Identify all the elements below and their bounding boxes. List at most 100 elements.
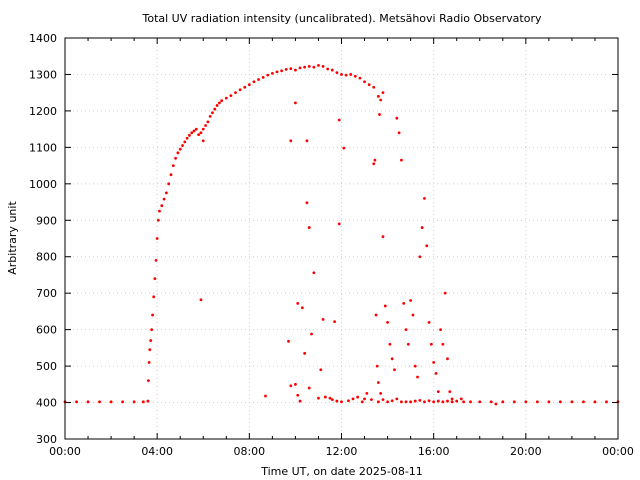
data-point (344, 73, 348, 77)
y-tick-label: 300 (36, 433, 57, 446)
x-tick-label: 08:00 (233, 445, 265, 458)
data-point (356, 395, 360, 399)
data-point (367, 83, 371, 87)
y-tick-label: 900 (36, 214, 57, 227)
data-point (270, 71, 274, 75)
chart-title: Total UV radiation intensity (uncalibrat… (142, 12, 542, 25)
data-point (448, 390, 452, 394)
y-tick-label: 1200 (29, 105, 57, 118)
data-point (450, 400, 454, 404)
data-point (296, 393, 300, 397)
data-point (151, 313, 154, 317)
data-point (386, 320, 389, 324)
data-point (413, 399, 417, 403)
data-point (305, 139, 309, 143)
data-point (347, 399, 350, 403)
data-point (379, 392, 383, 395)
data-point (443, 291, 447, 295)
data-point (381, 398, 385, 402)
data-point (298, 399, 302, 403)
data-point (266, 73, 270, 77)
data-point (427, 399, 431, 403)
data-point (305, 201, 309, 205)
data-point (335, 399, 339, 403)
data-point (446, 357, 449, 361)
data-point (406, 342, 410, 346)
data-point (312, 271, 316, 275)
data-point (395, 397, 399, 401)
data-point (149, 339, 153, 342)
data-point (121, 400, 125, 404)
data-point (390, 399, 394, 403)
grid-lines (65, 38, 618, 439)
data-point (432, 400, 436, 404)
data-point (298, 66, 302, 70)
data-point (547, 400, 551, 404)
data-point (303, 65, 307, 69)
data-point (197, 133, 201, 137)
data-point (409, 400, 413, 404)
data-point (370, 398, 373, 402)
data-point (155, 237, 159, 240)
data-point (160, 204, 164, 208)
y-tick-label: 500 (36, 360, 57, 373)
data-point (199, 131, 203, 135)
data-point (154, 258, 158, 262)
data-point (152, 295, 156, 299)
data-point (439, 328, 442, 332)
data-point (148, 348, 152, 352)
data-point (404, 328, 408, 332)
data-point (494, 402, 498, 406)
data-point (375, 364, 379, 368)
data-point (413, 364, 417, 368)
data-point (455, 399, 459, 403)
data-point (317, 63, 320, 67)
x-tick-label: 16:00 (418, 445, 450, 458)
data-point (238, 88, 242, 92)
data-point (383, 304, 387, 308)
data-point (582, 400, 585, 404)
data-point (208, 114, 212, 118)
data-point (365, 392, 369, 395)
data-point (402, 301, 406, 305)
x-tick-label: 04:00 (141, 445, 173, 458)
data-point (185, 136, 189, 140)
data-point (264, 394, 267, 398)
x-tick-label: 20:00 (510, 445, 542, 458)
data-point (386, 400, 389, 404)
data-point (213, 107, 217, 111)
x-tick-labels: 00:00 04:00 08:00 12:00 16:00 20:00 00:00 (49, 445, 634, 458)
data-point (432, 361, 436, 364)
data-point (169, 173, 173, 177)
x-tick-label: 00:00 (602, 445, 634, 458)
data-point (178, 147, 182, 151)
data-point (150, 328, 154, 332)
y-tick-label: 600 (36, 324, 57, 337)
y-tick-label: 400 (36, 397, 57, 410)
data-point (162, 197, 166, 201)
data-point (294, 382, 297, 386)
x-axis-title: Time UT, on date 2025-08-11 (260, 465, 423, 478)
data-point (423, 400, 426, 404)
y-tick-label: 1400 (29, 32, 57, 45)
x-tick-label: 12:00 (326, 445, 358, 458)
data-point (201, 127, 205, 131)
data-point (512, 400, 516, 404)
y-tick-label: 1100 (29, 141, 57, 154)
data-point (436, 390, 440, 394)
data-point (418, 255, 422, 259)
data-point (450, 397, 454, 401)
data-point (374, 313, 378, 317)
data-point (300, 306, 304, 310)
data-point (194, 127, 198, 131)
data-point (363, 397, 366, 401)
data-point (98, 400, 101, 404)
data-point (393, 368, 396, 372)
data-point (381, 91, 385, 95)
data-point (462, 400, 466, 404)
data-point (409, 299, 413, 302)
data-point (211, 111, 214, 115)
data-point (141, 400, 145, 404)
data-point (224, 96, 228, 100)
data-point (323, 395, 327, 399)
